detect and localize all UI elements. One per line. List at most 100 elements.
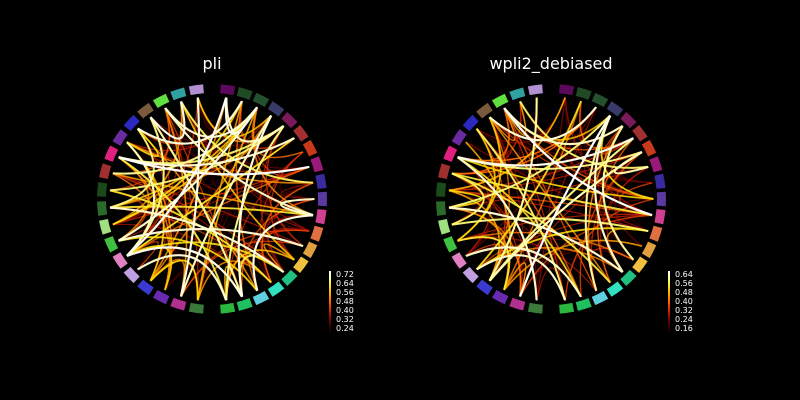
colorbar-step <box>668 326 670 329</box>
node-segment <box>527 302 543 314</box>
node-segment <box>575 298 592 311</box>
node-segment <box>476 102 493 119</box>
colorbar-step <box>668 319 670 321</box>
colorbar-step <box>329 298 331 301</box>
colorbar-tick-label: 0.24 <box>675 315 693 324</box>
node-segment <box>252 290 270 306</box>
node-segment <box>632 256 648 273</box>
node-segment <box>236 87 253 100</box>
connection-chords <box>109 96 316 302</box>
colorbar-step <box>668 277 670 280</box>
connection-chord <box>280 182 316 200</box>
colorbar-step <box>668 289 670 292</box>
colorbar-step <box>668 320 670 323</box>
connection-chord <box>241 100 310 232</box>
node-segment <box>476 279 493 296</box>
connection-chord <box>252 214 314 292</box>
connection-chord <box>164 137 296 291</box>
colorbar-step <box>329 309 331 312</box>
colorbar-step <box>668 280 670 283</box>
colorbar-step <box>668 315 670 318</box>
connection-chord <box>109 205 314 217</box>
node-segment <box>575 87 592 100</box>
colorbar-step <box>668 323 670 326</box>
colorbar-step <box>329 322 331 324</box>
connection-chord <box>564 198 655 302</box>
node-segment <box>438 163 451 180</box>
node-segment <box>97 182 108 197</box>
colorbar-step <box>329 306 331 309</box>
colorbar-step <box>329 308 331 311</box>
colorbar-step <box>329 294 331 297</box>
connection-chord <box>261 182 314 284</box>
colorbar-step <box>329 288 331 290</box>
colorbar-step <box>668 297 670 300</box>
node-segment <box>509 87 526 101</box>
colorbar-step <box>329 323 331 326</box>
colorbar-step <box>668 308 670 311</box>
colorbar-step <box>329 320 331 323</box>
node-segment <box>310 156 324 173</box>
colorbar-step <box>668 271 670 273</box>
colorbar-tick-label: 0.56 <box>336 288 354 297</box>
node-segment <box>315 173 327 189</box>
colorbar-tick-label: 0.24 <box>336 324 354 333</box>
colorbar-tick-label: 0.48 <box>336 297 354 306</box>
node-segment <box>436 201 447 216</box>
connection-chord <box>503 100 527 136</box>
node-segment <box>317 191 327 207</box>
connection-chord <box>450 172 485 226</box>
connection-chord <box>224 96 259 135</box>
connection-chord <box>164 107 188 298</box>
colorbar-step <box>668 322 670 324</box>
node-segment <box>152 289 170 305</box>
connection-chord <box>503 100 583 291</box>
connection-chord <box>456 136 635 167</box>
connection-chord <box>448 189 649 232</box>
node-segment <box>112 129 128 146</box>
colorbar-step <box>668 325 670 328</box>
node-segment <box>293 256 309 273</box>
node-segment <box>462 266 479 284</box>
connection-chord <box>456 236 511 291</box>
connection-chord <box>241 198 316 298</box>
colorbar-step <box>668 286 670 289</box>
node-segment <box>591 92 609 108</box>
node-segment <box>170 297 187 311</box>
node-segment <box>310 225 324 242</box>
colorbar-step <box>329 297 331 300</box>
connection-chord <box>448 114 612 209</box>
node-ring <box>97 84 327 314</box>
connection-chord <box>196 100 244 302</box>
colorbar-step <box>329 281 331 284</box>
colorbar-step <box>329 315 331 318</box>
node-segment <box>436 182 447 197</box>
colorbar-step <box>668 284 670 287</box>
connection-chord <box>609 234 643 261</box>
colorbar-step <box>668 275 670 278</box>
node-segment <box>606 281 624 297</box>
node-segment <box>252 92 270 108</box>
connection-chord <box>179 96 201 298</box>
connection-chord <box>109 127 155 209</box>
colorbar-step <box>329 272 331 275</box>
connection-chord <box>579 151 643 298</box>
colorbar-step <box>329 295 331 298</box>
colorbar-step <box>668 303 670 306</box>
colorbar-step <box>668 331 670 334</box>
colorbar-step <box>329 329 331 332</box>
connection-chord <box>502 106 654 217</box>
colorbar-tick-label: 0.40 <box>675 297 693 306</box>
connection-chord <box>125 127 159 158</box>
colorbar-step <box>329 305 331 307</box>
colorbar-step <box>668 294 670 297</box>
colorbar-step <box>668 312 670 315</box>
node-segment <box>302 241 318 259</box>
connection-chord <box>149 259 199 302</box>
colorbar: 0.640.560.480.400.320.240.16 <box>668 270 693 334</box>
panel-title: pli <box>202 54 221 73</box>
colorbar-step <box>668 311 670 314</box>
colorbar-tick-label: 0.40 <box>336 306 354 315</box>
connection-chord <box>125 96 228 258</box>
colorbar-tick-label: 0.56 <box>675 279 693 288</box>
